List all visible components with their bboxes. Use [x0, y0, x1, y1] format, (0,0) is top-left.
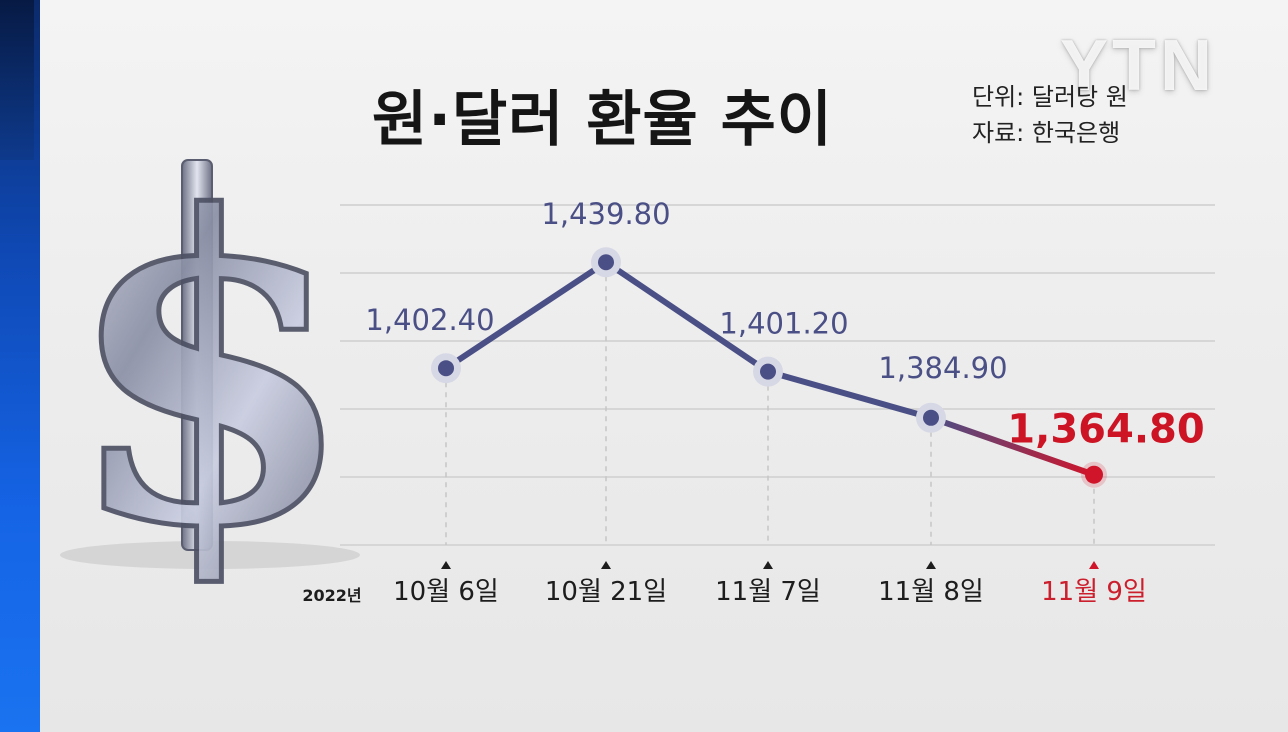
- data-point: [1085, 465, 1103, 484]
- year-label: 2022년: [302, 586, 361, 605]
- data-point: [923, 409, 939, 426]
- page-title: 원·달러 환율 추이: [372, 85, 833, 155]
- data-point: [760, 363, 776, 380]
- chart-grid: [340, 204, 1215, 546]
- tick-marker: [601, 561, 611, 569]
- data-label: 1,384.90: [878, 351, 1007, 385]
- svg-text:$: $: [64, 150, 356, 600]
- tick-marker: [763, 561, 773, 569]
- chart-markers: [431, 247, 1107, 488]
- x-tick-label: 11월 8일: [878, 577, 984, 607]
- x-tick-label: 10월 21일: [545, 577, 667, 607]
- x-tick-label: 11월 9일: [1041, 577, 1147, 607]
- ytn-logo: YTN: [1060, 26, 1216, 106]
- unit-note: 단위: 달러당 원: [972, 83, 1128, 111]
- chart-value-labels: 1,402.40 1,439.80 1,401.20 1,384.901,364.80: [365, 197, 1204, 453]
- series-line: [928, 414, 1097, 478]
- x-tick-label: 10월 6일: [393, 577, 499, 607]
- data-label: 1,402.40: [365, 303, 494, 337]
- chart-guide-lines: [445, 276, 1095, 545]
- data-label: 1,364.80: [1007, 407, 1204, 453]
- tick-marker: [441, 561, 451, 569]
- series-line: [443, 259, 609, 372]
- dollar-sign-icon: $: [60, 150, 360, 600]
- tick-marker: [1089, 561, 1099, 569]
- x-tick-label: 11월 7일: [715, 577, 821, 607]
- left-accent-bar-top: [0, 0, 34, 160]
- source-note: 자료: 한국은행: [972, 119, 1121, 147]
- data-label: 1,401.20: [719, 307, 848, 341]
- series-line: [765, 368, 934, 421]
- chart-x-axis: 2022년 10월 6일 10월 21일 11월 7일 11월 8일 11월 9일: [302, 561, 1147, 607]
- data-point: [438, 360, 454, 377]
- chart-series: [443, 259, 1097, 478]
- tick-marker: [926, 561, 936, 569]
- series-line: [603, 259, 771, 375]
- data-label: 1,439.80: [541, 197, 670, 231]
- data-point: [598, 254, 614, 271]
